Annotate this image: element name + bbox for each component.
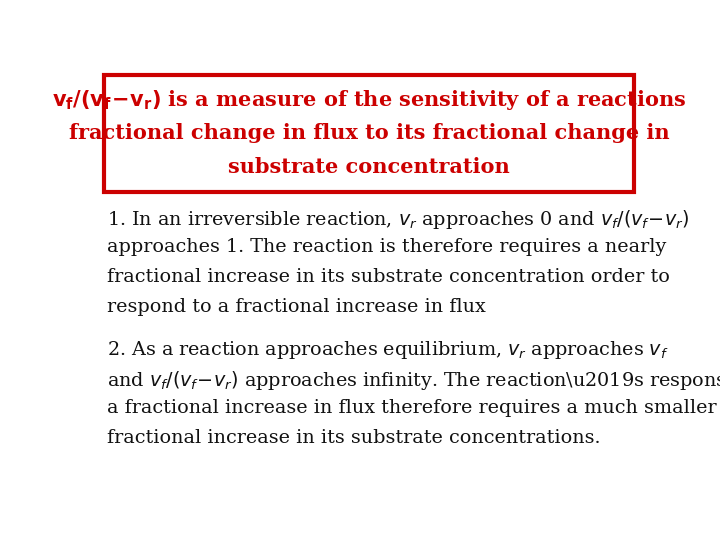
- Text: fractional increase in its substrate concentrations.: fractional increase in its substrate con…: [107, 429, 600, 447]
- Text: approaches 1. The reaction is therefore requires a nearly: approaches 1. The reaction is therefore …: [107, 238, 666, 256]
- Text: respond to a fractional increase in flux: respond to a fractional increase in flux: [107, 298, 485, 316]
- Text: and $v_f/(v_f\!-\!v_r)$ approaches infinity. The reaction\u2019s response to: and $v_f/(v_f\!-\!v_r)$ approaches infin…: [107, 369, 720, 392]
- Text: 1. In an irreversible reaction, $v_r$ approaches 0 and $v_f/(v_f\!-\!v_r)$: 1. In an irreversible reaction, $v_r$ ap…: [107, 208, 689, 231]
- Text: $\mathbf{v_f/(v_f\!-\!v_r)}$ is a measure of the sensitivity of a reactions: $\mathbf{v_f/(v_f\!-\!v_r)}$ is a measur…: [52, 88, 686, 112]
- Text: a fractional increase in flux therefore requires a much smaller: a fractional increase in flux therefore …: [107, 399, 716, 417]
- Text: fractional increase in its substrate concentration order to: fractional increase in its substrate con…: [107, 268, 670, 286]
- Text: 2. As a reaction approaches equilibrium, $v_r$ approaches $v_f$: 2. As a reaction approaches equilibrium,…: [107, 339, 668, 361]
- Text: fractional change in flux to its fractional change in: fractional change in flux to its fractio…: [68, 124, 670, 144]
- Text: substrate concentration: substrate concentration: [228, 157, 510, 177]
- FancyBboxPatch shape: [104, 75, 634, 192]
